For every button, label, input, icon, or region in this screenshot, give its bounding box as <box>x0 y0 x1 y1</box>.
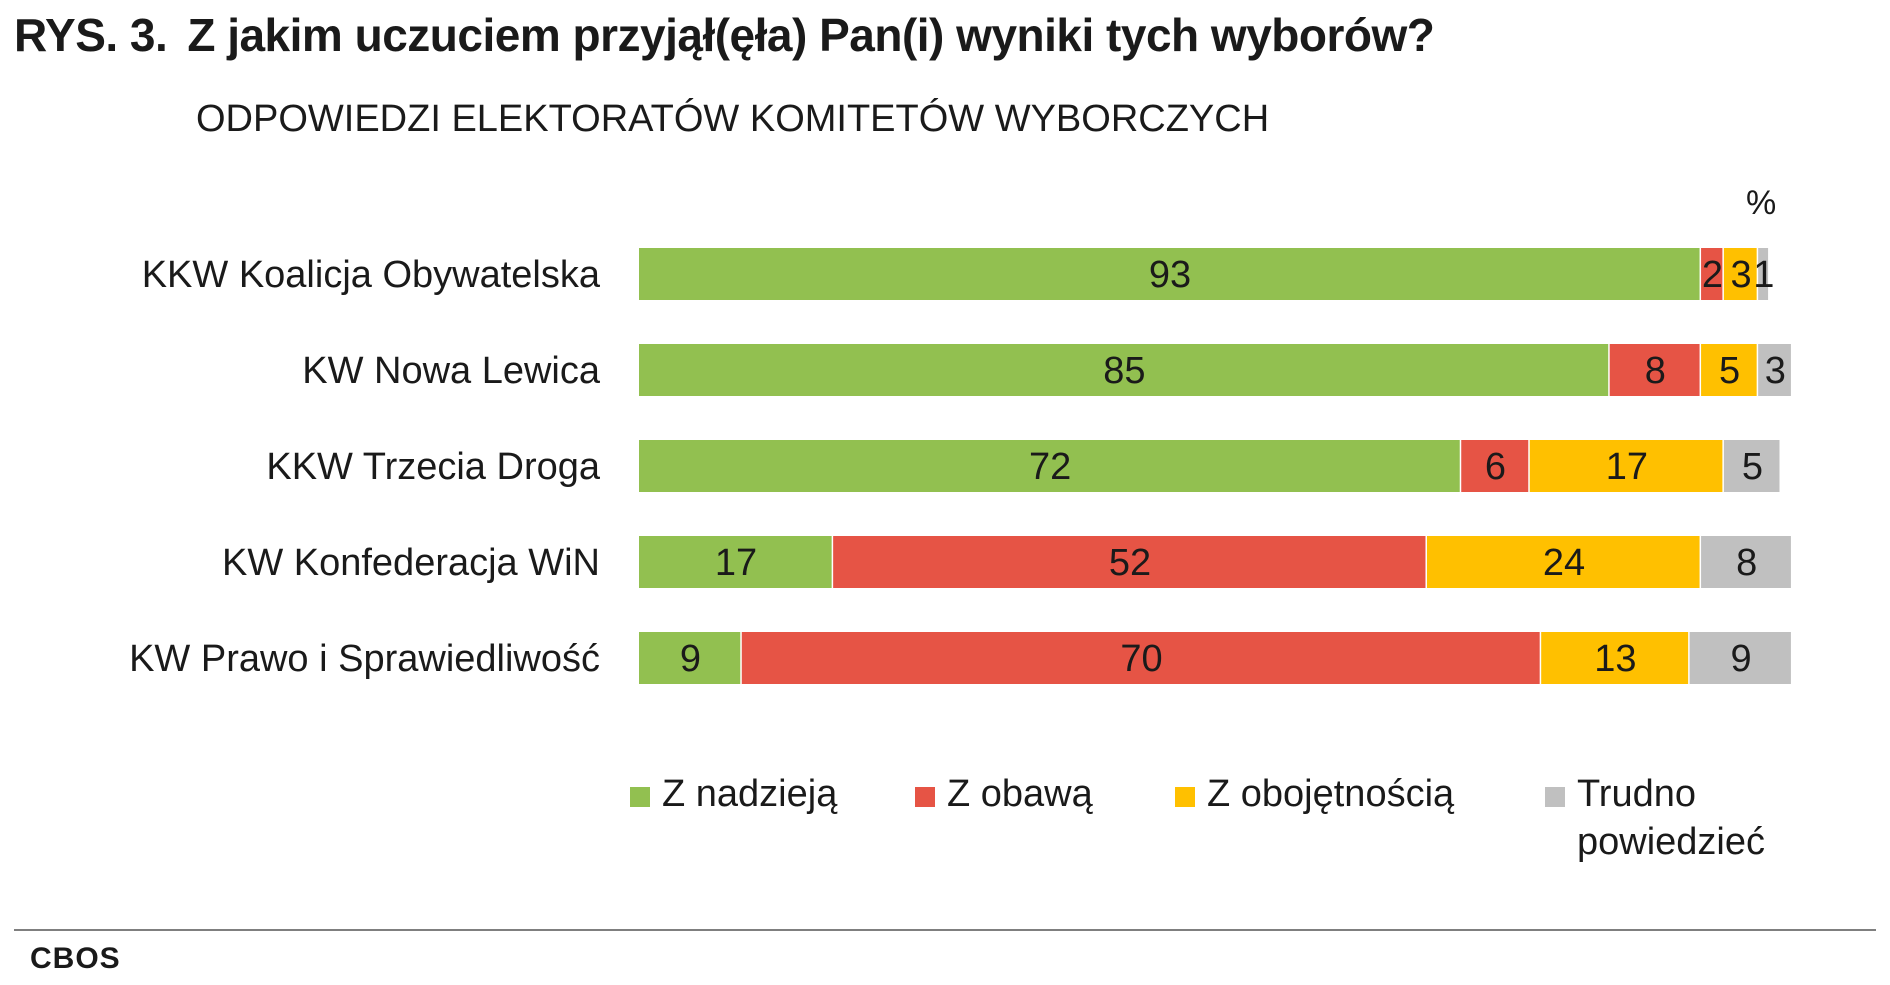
legend-label: Z obawą <box>947 773 1093 815</box>
legend-item: Z obojętnością <box>1175 770 1454 818</box>
legend-item: Z obawą <box>915 770 1093 818</box>
bar-segment <box>639 536 832 588</box>
data-label: 17 <box>1606 446 1648 488</box>
bar-segment <box>1758 344 1791 396</box>
data-label: 70 <box>1120 638 1162 680</box>
legend-swatch <box>915 787 935 807</box>
legend: Z nadzieją Z obawą Z obojętnością Trudno po… <box>630 770 1890 890</box>
bar-segment <box>1529 440 1723 492</box>
data-label: 52 <box>1109 542 1151 584</box>
bar-segment <box>1461 440 1529 492</box>
legend-label: Z obojętnością <box>1207 773 1455 815</box>
chart-subtitle: ODPOWIEDZI ELEKTORATÓW KOMITETÓW WYBORCZ… <box>196 98 1270 140</box>
bar-segment <box>1689 632 1791 684</box>
legend-item: Trudno powiedzieć <box>1545 770 1765 866</box>
bar-segment <box>833 536 1426 588</box>
stacked-bar-chart: KKW Koalicja Obywatelska 93 2 3 1KW Nowa Lew… <box>129 248 1791 684</box>
data-label: 9 <box>1730 638 1751 680</box>
bar-segment <box>741 632 1540 684</box>
legend-item: Z nadzieją <box>630 770 837 818</box>
unit-label: % <box>1746 184 1777 222</box>
category-label: KW Prawo i Sprawiedliwość <box>129 638 600 680</box>
category-label: KKW Trzecia Droga <box>266 446 601 488</box>
chart-title: RYS. 3. Z jakim uczuciem przyjął(ęła) Pan… <box>14 8 1435 62</box>
data-label: 3 <box>1730 254 1751 296</box>
bar-segment <box>639 632 741 684</box>
figure-number: RYS. 3. <box>14 9 168 61</box>
legend-swatch <box>630 787 650 807</box>
legend-swatch <box>1175 787 1195 807</box>
data-label: 1 <box>1753 254 1774 296</box>
bar-segment <box>1426 536 1700 588</box>
bar-segment <box>639 440 1460 492</box>
data-label: 8 <box>1645 350 1666 392</box>
bar-segment <box>1723 248 1757 300</box>
data-label: 24 <box>1543 542 1585 584</box>
title-text: Z jakim uczuciem przyjął(ęła) Pan(i) wyn… <box>187 9 1435 61</box>
data-label: 17 <box>715 542 757 584</box>
data-label: 3 <box>1765 350 1786 392</box>
data-label: 5 <box>1742 446 1763 488</box>
data-label: 5 <box>1719 350 1740 392</box>
bar-segment <box>1701 536 1791 588</box>
bar-segment <box>639 344 1609 396</box>
bar-segment <box>1701 344 1757 396</box>
legend-label: Z nadzieją <box>662 773 838 815</box>
footer-divider <box>14 929 1876 931</box>
data-label: 72 <box>1029 446 1071 488</box>
bar-segment <box>1541 632 1689 684</box>
data-label: 8 <box>1736 542 1757 584</box>
data-label: 2 <box>1702 254 1723 296</box>
category-label: KW Nowa Lewica <box>302 350 601 392</box>
bar-segment <box>1701 248 1723 300</box>
source-logo: CBOS <box>30 942 121 975</box>
data-label: 9 <box>680 638 701 680</box>
data-label: 6 <box>1485 446 1506 488</box>
data-label: 85 <box>1103 350 1145 392</box>
legend-label: Trudno powiedzieć <box>1577 773 1765 863</box>
data-label: 93 <box>1149 254 1191 296</box>
data-label: 13 <box>1594 638 1636 680</box>
bar-segment <box>639 248 1700 300</box>
bar-segment <box>1609 344 1700 396</box>
bar-segment <box>1758 248 1769 300</box>
legend-swatch <box>1545 787 1565 807</box>
category-label: KW Konfederacja WiN <box>222 542 600 584</box>
category-label: KKW Koalicja Obywatelska <box>142 254 601 296</box>
bar-segment <box>1723 440 1780 492</box>
